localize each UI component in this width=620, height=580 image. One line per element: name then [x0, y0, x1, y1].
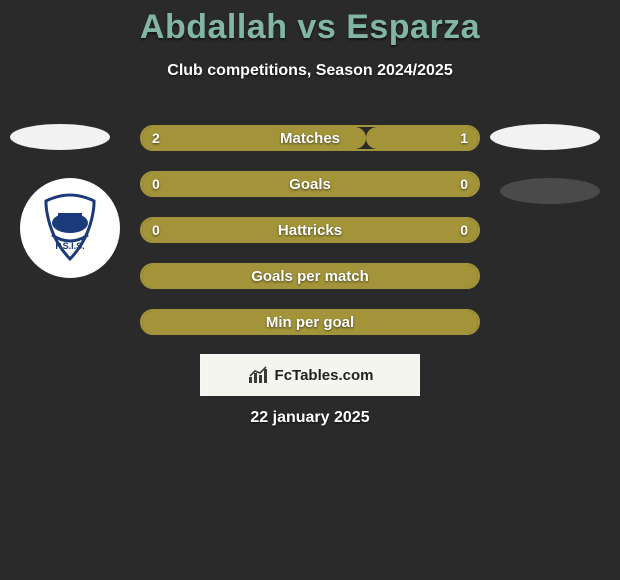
player-ellipse	[490, 124, 600, 150]
page-title: Abdallah vs Esparza	[0, 8, 620, 47]
stat-label: Min per goal	[140, 309, 480, 335]
stat-label: Matches	[140, 125, 480, 151]
chart-icon	[247, 365, 269, 385]
comparison-infographic: Abdallah vs Esparza Club competitions, S…	[0, 0, 620, 580]
svg-text:P.S.I.S.: P.S.I.S.	[55, 241, 84, 251]
stat-label: Goals per match	[140, 263, 480, 289]
club-badge: P.S.I.S.	[20, 178, 120, 278]
attribution-badge: FcTables.com	[200, 354, 420, 396]
player-ellipse	[500, 178, 600, 204]
stat-row: 21Matches	[140, 125, 480, 151]
date-label: 22 january 2025	[0, 409, 620, 427]
subtitle: Club competitions, Season 2024/2025	[0, 62, 620, 80]
club-crest-icon: P.S.I.S.	[31, 189, 109, 267]
background	[0, 0, 620, 580]
stat-label: Goals	[140, 171, 480, 197]
attribution-text: FcTables.com	[275, 367, 374, 384]
stat-row: 00Hattricks	[140, 217, 480, 243]
stat-label: Hattricks	[140, 217, 480, 243]
player-ellipse	[10, 124, 110, 150]
stat-row: 00Goals	[140, 171, 480, 197]
stat-row: Min per goal	[140, 309, 480, 335]
stat-row: Goals per match	[140, 263, 480, 289]
